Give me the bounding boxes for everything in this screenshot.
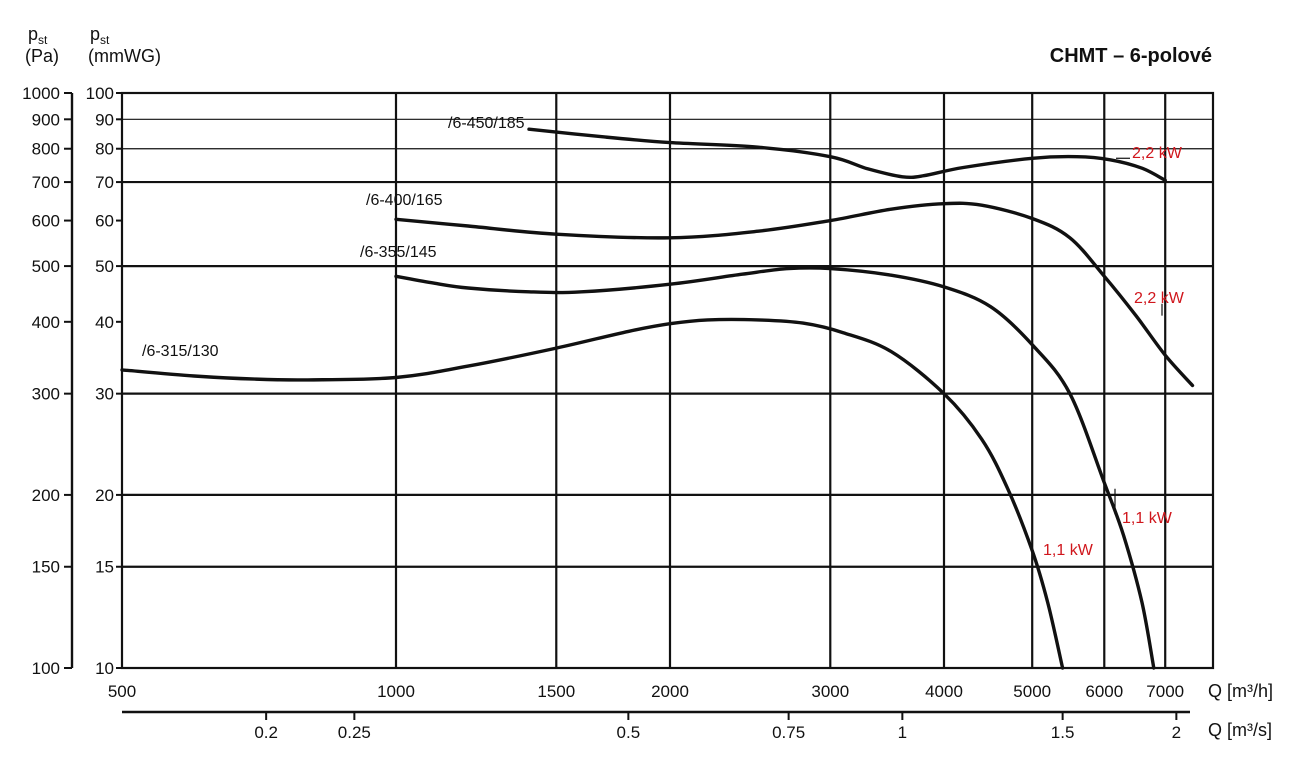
x-m3s-tick-label: 0.25 — [338, 723, 371, 742]
x-m3h-label: Q [m³/h] — [1208, 681, 1273, 701]
y-mmwg-tick-label: 30 — [95, 385, 114, 404]
x-m3s-label: Q [m³/s] — [1208, 720, 1272, 740]
y-mmwg-tick-label: 40 — [95, 313, 114, 332]
y-mmwg-tick-label: 70 — [95, 173, 114, 192]
power-label-400: 2,2 kW — [1134, 290, 1185, 307]
x-tick-label: 3000 — [811, 682, 849, 701]
axes: 500 1000 1500 2000 3000 4000 5000 6000 700010015… — [22, 84, 1190, 742]
x-m3s-tick-label: 0.75 — [772, 723, 805, 742]
y-pa-tick-label: 400 — [32, 313, 60, 332]
y-mmwg-unit: (mmWG) — [88, 46, 161, 66]
y-pa-tick-label: 150 — [32, 558, 60, 577]
y-pa-tick-label: 1000 — [22, 84, 60, 103]
y-mmwg-tick-label: 10 — [95, 659, 114, 678]
curve-355-145 — [394, 266, 1156, 670]
x-tick-label: 2000 — [651, 682, 689, 701]
power-label-315: 1,1 kW — [1043, 542, 1094, 559]
x-m3s-tick-label: 0.5 — [617, 723, 641, 742]
y-mmwg-symbol: pst — [90, 24, 110, 47]
x-m3s-tick-label: 1 — [898, 723, 907, 742]
y-pa-tick-label: 700 — [32, 173, 60, 192]
x-m3s-tick-label: 1.5 — [1051, 723, 1075, 742]
x-tick-label: 500 — [108, 682, 136, 701]
x-tick-label: 4000 — [925, 682, 963, 701]
power-label-355: 1,1 kW — [1122, 510, 1173, 527]
y-pa-tick-label: 600 — [32, 212, 60, 231]
y-mmwg-tick-label: 80 — [95, 140, 114, 159]
x-tick-label: 7000 — [1146, 682, 1184, 701]
series-label-450: /6-450/185 — [448, 115, 525, 132]
y-pa-tick-label: 300 — [32, 385, 60, 404]
x-tick-label: 1500 — [537, 682, 575, 701]
power-label-450: 2,2 kW — [1132, 145, 1183, 162]
x-tick-label: 5000 — [1013, 682, 1051, 701]
x-tick-label: 6000 — [1085, 682, 1123, 701]
y-pa-tick-label: 200 — [32, 486, 60, 505]
y-mmwg-tick-label: 15 — [95, 558, 114, 577]
series-label-315: /6-315/130 — [142, 343, 219, 360]
curves — [120, 127, 1195, 670]
x-m3s-tick-label: 0.2 — [254, 723, 278, 742]
curve-400-165 — [394, 201, 1195, 388]
y-mmwg-tick-label: 50 — [95, 257, 114, 276]
x-tick-label: 1000 — [377, 682, 415, 701]
y-mmwg-tick-label: 100 — [86, 84, 114, 103]
y-mmwg-tick-label: 90 — [95, 110, 114, 129]
y-mmwg-tick-label: 20 — [95, 486, 114, 505]
y-mmwg-tick-label: 60 — [95, 212, 114, 231]
curve-450-185 — [527, 127, 1167, 182]
x-m3s-tick-label: 2 — [1172, 723, 1181, 742]
y-pa-tick-label: 500 — [32, 257, 60, 276]
y-pa-symbol: pst — [28, 24, 48, 47]
plot-frame — [120, 91, 1215, 670]
curve-315-130 — [120, 317, 1065, 670]
series-label-400: /6-400/165 — [366, 192, 443, 209]
y-pa-tick-label: 100 — [32, 659, 60, 678]
y-pa-unit: (Pa) — [25, 46, 59, 66]
y-pa-tick-label: 800 — [32, 140, 60, 159]
series-label-355: /6-355/145 — [360, 244, 437, 261]
y-pa-tick-label: 900 — [32, 110, 60, 129]
chart-title: CHMT – 6-polové — [1050, 45, 1212, 67]
grid — [122, 93, 1213, 668]
